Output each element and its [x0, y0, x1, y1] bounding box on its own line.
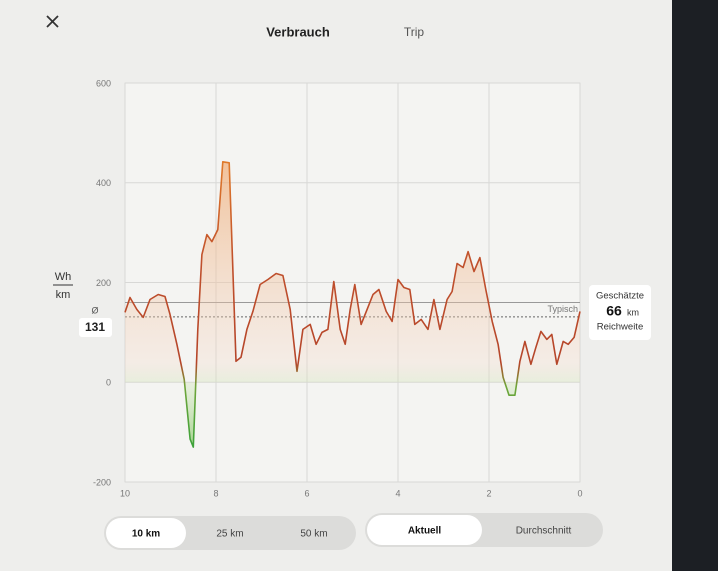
selected-option	[106, 518, 186, 548]
bezel	[672, 0, 718, 571]
option-button[interactable]: 25 km	[216, 529, 243, 540]
unit-label: km	[56, 289, 71, 301]
y-tick-label: -200	[93, 477, 111, 487]
tab[interactable]: Trip	[404, 25, 425, 39]
x-tick-label: 2	[486, 488, 491, 498]
x-tick-label: 4	[395, 488, 400, 498]
option-button[interactable]: 10 km	[132, 529, 160, 540]
average-label: 131	[85, 320, 105, 334]
close-button[interactable]	[46, 15, 59, 28]
range-label: Geschätzte	[596, 291, 644, 302]
option-button[interactable]: Durchschnitt	[516, 526, 572, 537]
x-tick-label: 8	[213, 488, 218, 498]
y-tick-label: 600	[96, 78, 111, 88]
controls: 10 km 25 km 50 km Aktuell Durchschnitt	[106, 515, 572, 548]
average-symbol: Ø	[91, 305, 98, 315]
range-value: 66	[606, 303, 622, 319]
x-tick-label: 0	[577, 488, 582, 498]
range-unit: km	[627, 307, 639, 317]
area	[125, 161, 580, 448]
option-button[interactable]: Aktuell	[408, 526, 442, 537]
typical-label: Typisch	[547, 304, 578, 314]
selected-option	[367, 515, 482, 545]
y-tick-label: 200	[96, 278, 111, 288]
average-box	[79, 318, 112, 337]
chart: -200 0 200 400 600 10 8 6 4 2 0 Typisch	[93, 78, 583, 498]
unit-label: Wh	[55, 271, 72, 283]
range-box	[589, 285, 651, 340]
tab[interactable]: Verbrauch	[266, 24, 330, 39]
y-tick-label: 0	[106, 378, 111, 388]
x-tick-label: 10	[120, 488, 130, 498]
line	[124, 161, 581, 448]
option-button[interactable]: 50 km	[300, 529, 327, 540]
y-tick-label: 400	[96, 178, 111, 188]
range-label: Reichweite	[597, 322, 643, 333]
x-tick-label: 6	[304, 488, 309, 498]
